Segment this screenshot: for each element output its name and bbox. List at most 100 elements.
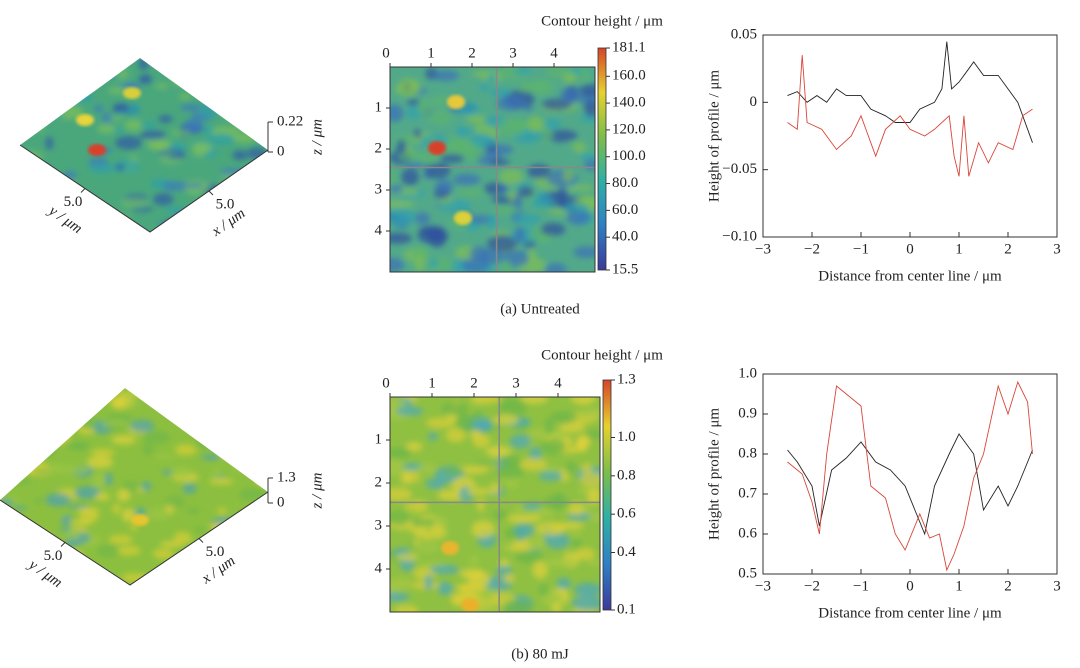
texture-spot	[469, 429, 482, 439]
texture-spot	[170, 129, 190, 137]
texture-spot	[390, 199, 415, 209]
texture-spot	[232, 132, 258, 143]
texture-spot	[257, 449, 268, 459]
texture-spot	[400, 471, 412, 485]
colorbar-tick-label: 120.0	[612, 121, 646, 137]
texture-spot	[394, 605, 419, 612]
texture-spot	[180, 104, 203, 112]
texture-spot	[163, 495, 186, 508]
texture-spot	[501, 259, 512, 272]
texture-spot	[67, 504, 89, 509]
texture-spot	[231, 92, 247, 106]
contour-map	[390, 67, 595, 272]
texture-spot	[428, 432, 438, 442]
texture-spot	[73, 486, 101, 499]
x-tick-label: 5.0	[206, 544, 225, 560]
texture-spot	[77, 507, 100, 513]
peak	[454, 211, 472, 225]
texture-spot	[496, 95, 526, 111]
texture-spot	[397, 151, 425, 161]
texture	[390, 397, 600, 612]
surface-edge	[0, 491, 269, 586]
texture-spot	[50, 435, 66, 445]
texture-spot	[115, 163, 125, 171]
texture	[390, 67, 595, 272]
texture-spot	[188, 204, 214, 219]
texture-spot	[441, 402, 468, 416]
colorbar-tick-label: 60.0	[612, 202, 638, 218]
texture-spot	[30, 536, 56, 541]
x-tick-label: −1	[853, 241, 869, 257]
texture-spot	[152, 548, 174, 560]
texture-spot	[163, 206, 191, 213]
texture-spot	[509, 544, 535, 552]
texture-spot	[523, 514, 541, 522]
texture-spot	[208, 478, 234, 485]
texture-spot	[417, 463, 436, 473]
colorbar-tick-label: 181.1	[612, 39, 646, 55]
texture-spot	[140, 130, 166, 140]
y-tick-label: 5.0	[64, 194, 83, 210]
texture-spot	[199, 58, 214, 68]
texture-spot	[243, 193, 254, 204]
texture-spot	[111, 435, 137, 445]
texture-spot	[46, 422, 63, 435]
texture-spot	[573, 246, 595, 259]
texture-spot	[39, 444, 57, 457]
x-tick-label: 0	[906, 578, 914, 594]
texture-spot	[196, 207, 206, 215]
texture-spot	[198, 74, 214, 86]
texture-spot	[390, 447, 413, 459]
texture-spot	[147, 142, 171, 150]
profile-line	[787, 55, 1033, 177]
texture-spot	[473, 410, 483, 421]
plot-frame	[762, 373, 1058, 575]
texture-spot	[190, 551, 206, 560]
texture-spot	[545, 557, 577, 568]
texture-spot	[579, 67, 591, 84]
texture-spot	[69, 520, 94, 525]
texture-spot	[210, 133, 235, 146]
texture-spot	[520, 397, 549, 404]
texture-spot	[4, 477, 32, 485]
texture-spot	[116, 489, 131, 502]
texture-spot	[155, 83, 168, 89]
texture-spot	[29, 425, 51, 439]
texture-spot	[171, 76, 189, 87]
texture-spot	[390, 184, 403, 194]
texture-spot	[200, 84, 225, 96]
texture-spot	[55, 66, 70, 77]
texture-spot	[222, 112, 234, 120]
texture-spot	[579, 83, 595, 97]
z-label: z / μm	[309, 472, 325, 509]
y-tick-label: 0.7	[738, 485, 757, 501]
texture-spot	[258, 541, 268, 552]
x-tick-label: 1	[955, 578, 963, 594]
texture-spot	[183, 118, 204, 133]
texture-spot	[187, 188, 202, 196]
texture-spot	[20, 78, 29, 84]
texture-spot	[86, 456, 114, 469]
texture-spot	[217, 508, 228, 515]
texture-spot	[442, 467, 466, 475]
texture-spot	[544, 263, 567, 272]
map-frame	[389, 396, 601, 613]
texture-spot	[15, 526, 40, 535]
texture-spot	[221, 81, 247, 92]
texture-spot	[175, 216, 194, 222]
texture-spot	[182, 63, 204, 72]
texture-spot	[513, 523, 535, 537]
texture-spot	[530, 200, 557, 207]
texture-spot	[249, 460, 268, 466]
texture-spot	[476, 602, 494, 610]
texture-spot	[46, 111, 64, 118]
texture-spot	[34, 164, 51, 173]
texture-spot	[390, 208, 416, 227]
texture-spot	[479, 83, 489, 92]
texture-spot	[60, 95, 78, 105]
x-axis-label: Distance from center line / μm	[818, 268, 1002, 284]
texture-spot	[584, 158, 595, 171]
texture-spot	[160, 567, 184, 578]
texture-spot	[249, 177, 261, 183]
texture-spot	[256, 93, 268, 100]
